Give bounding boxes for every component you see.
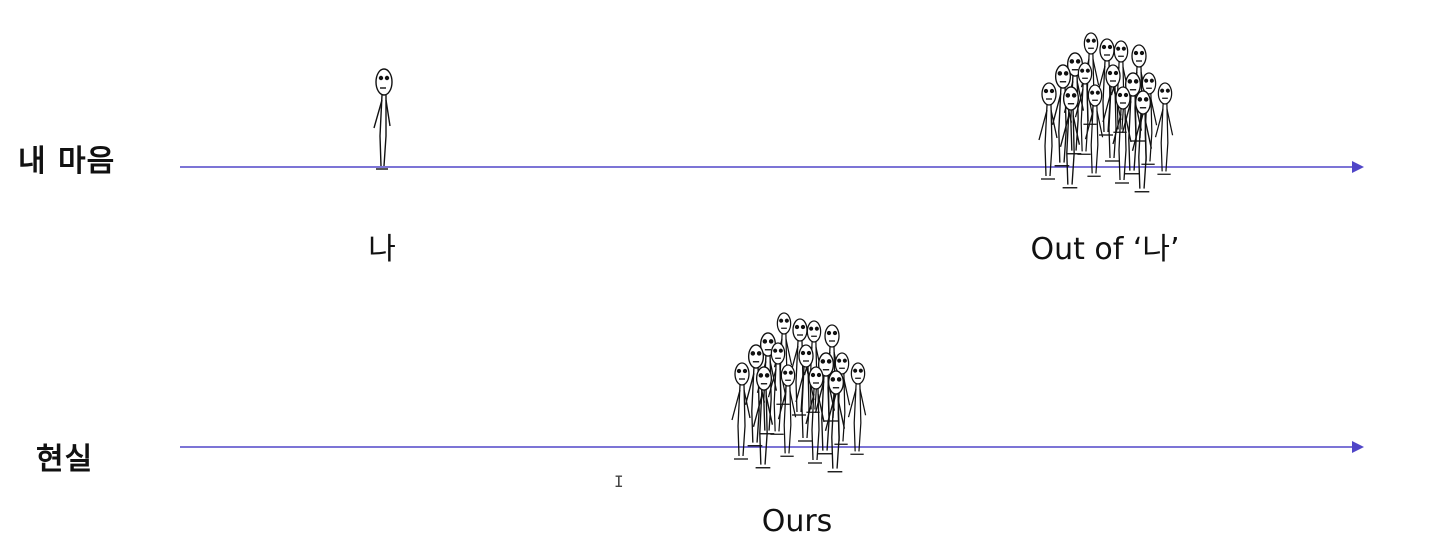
stick-figure xyxy=(795,344,815,442)
axis-arrow-my-mind xyxy=(180,161,1364,173)
stick-figure xyxy=(1154,82,1174,175)
caption-ours: Ours xyxy=(761,504,833,539)
stick-figure xyxy=(744,344,766,447)
stick-figure xyxy=(805,366,825,464)
stick-figure xyxy=(847,362,867,455)
stick-figure xyxy=(752,366,774,469)
stick-figure-icon xyxy=(373,68,393,170)
stick-figure xyxy=(831,352,851,445)
stick-figure xyxy=(1059,86,1081,189)
stick-figure-crowd-icon xyxy=(731,312,867,473)
stick-figure xyxy=(767,342,787,435)
stick-figure xyxy=(1038,82,1058,180)
caption-out-of-me: Out of ‘나’ xyxy=(1030,232,1180,267)
caption-me: 나 xyxy=(368,232,396,267)
stick-figure xyxy=(1112,86,1132,184)
stick-figure xyxy=(1102,64,1122,162)
stick-figure xyxy=(1131,90,1153,193)
stick-figure-crowd-icon xyxy=(1038,32,1174,193)
row-label-my-mind: 내 마음 xyxy=(18,144,116,179)
row-label-reality: 현실 xyxy=(36,442,94,477)
text-cursor-icon: 𝙸 xyxy=(614,472,624,491)
stick-figure xyxy=(773,312,793,405)
stick-figure xyxy=(731,362,751,460)
stick-figure xyxy=(777,364,797,457)
stick-figure xyxy=(1138,72,1158,165)
stick-figure xyxy=(824,370,846,473)
stick-figure xyxy=(1084,84,1104,177)
